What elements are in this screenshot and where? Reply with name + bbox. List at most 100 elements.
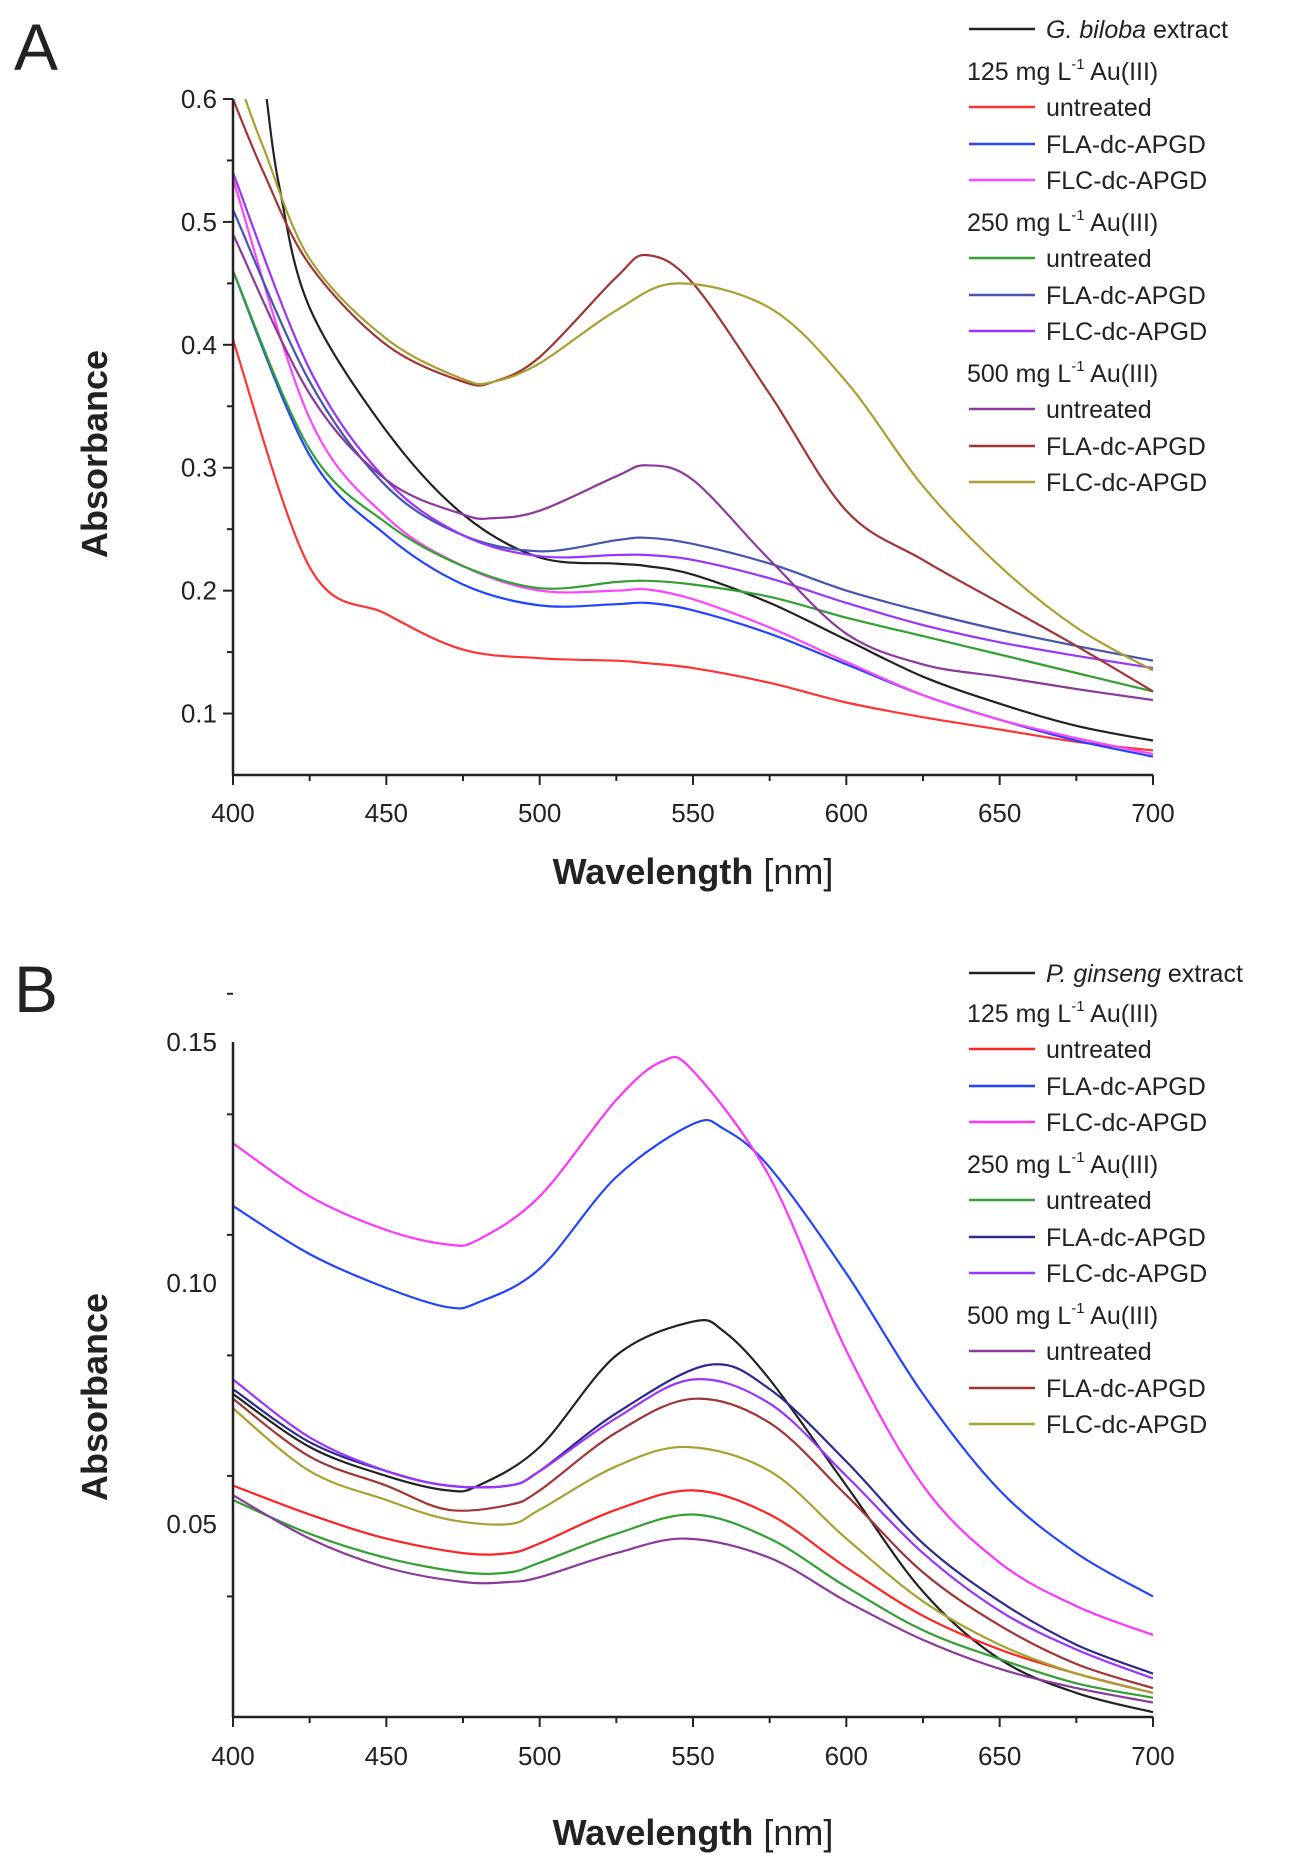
x-tick-label: 500 bbox=[518, 1741, 561, 1771]
legend-label: FLA-dc-APGD bbox=[1046, 282, 1206, 310]
x-tick-label: 450 bbox=[365, 798, 408, 828]
panel-label: B bbox=[14, 952, 58, 1026]
legend-header-text: 250 mg L bbox=[967, 1151, 1071, 1179]
legend-label: FLC-dc-APGD bbox=[1046, 1260, 1207, 1288]
legend-header-suffix: Au(III) bbox=[1085, 58, 1159, 86]
x-tick-label: 650 bbox=[978, 798, 1021, 828]
legend-header-suffix: Au(III) bbox=[1085, 1302, 1159, 1330]
legend-header-sup: -1 bbox=[1071, 56, 1084, 73]
legend-label-italic: P. ginseng bbox=[1046, 960, 1161, 988]
legend-label: FLA-dc-APGD bbox=[1046, 433, 1206, 461]
series-line-6 bbox=[233, 172, 1154, 670]
legend-label-italic: G. biloba bbox=[1046, 16, 1146, 44]
series-line-5 bbox=[233, 1363, 1154, 1675]
legend-header-suffix: Au(III) bbox=[1085, 209, 1159, 237]
legend-label-text: FLA-dc-APGD bbox=[1046, 1224, 1206, 1252]
legend-item: G. biloba extract bbox=[969, 16, 1228, 44]
legend-label-text: untreated bbox=[1046, 1338, 1152, 1366]
x-axis-title: Wavelength [nm] bbox=[553, 1812, 834, 1853]
legend-label-text: FLA-dc-APGD bbox=[1046, 1073, 1206, 1101]
legend-item: FLC-dc-APGD bbox=[969, 318, 1207, 346]
legend-label-text: FLC-dc-APGD bbox=[1046, 1260, 1207, 1288]
x-tick-label: 550 bbox=[671, 1741, 714, 1771]
legend-label: FLC-dc-APGD bbox=[1046, 1109, 1207, 1137]
legend-label-text: FLA-dc-APGD bbox=[1046, 131, 1206, 159]
legend-header-sup: -1 bbox=[1071, 207, 1084, 224]
legend-label: G. biloba extract bbox=[1046, 16, 1228, 44]
x-tick-label: 700 bbox=[1131, 798, 1174, 828]
x-tick-label: 700 bbox=[1131, 1741, 1174, 1771]
series-line-2 bbox=[233, 1118, 1154, 1598]
legend-label: untreated bbox=[1046, 1338, 1152, 1366]
panel-a: A 400 450 500 550 600 650 700 0.1 0.2 0.3 0.4 0.5 0.… bbox=[14, 10, 1228, 892]
series-line-8 bbox=[233, 1397, 1154, 1690]
legend-group-header: 125 mg L-1 Au(III) bbox=[967, 998, 1158, 1028]
x-tick-label: 600 bbox=[825, 798, 868, 828]
legend-label: untreated bbox=[1046, 1187, 1152, 1215]
y-axis-title: Absorbance bbox=[74, 1293, 115, 1501]
panel-label: A bbox=[14, 10, 58, 84]
legend-label: FLA-dc-APGD bbox=[1046, 1224, 1206, 1252]
x-tick-label: 400 bbox=[211, 798, 254, 828]
x-tick-label: 450 bbox=[365, 1741, 408, 1771]
legend-item: untreated bbox=[969, 1338, 1152, 1366]
y-tick-label: 0.1 bbox=[181, 699, 217, 729]
legend-label-text: FLC-dc-APGD bbox=[1046, 167, 1207, 195]
legend-label: FLA-dc-APGD bbox=[1046, 1073, 1206, 1101]
legend-label-text: untreated bbox=[1046, 1036, 1152, 1064]
series-line-8 bbox=[233, 98, 1154, 693]
legend-header-sup: -1 bbox=[1071, 1300, 1084, 1317]
series-line-5 bbox=[233, 209, 1154, 662]
x-tick-label: 600 bbox=[825, 1741, 868, 1771]
y-tick-label: 0.2 bbox=[181, 576, 217, 606]
legend-label-text: untreated bbox=[1046, 94, 1152, 122]
legend-label-text: FLC-dc-APGD bbox=[1046, 1109, 1207, 1137]
legend-label-text: untreated bbox=[1046, 1187, 1152, 1215]
y-axis-title: Absorbance bbox=[74, 350, 115, 558]
legend-item: FLC-dc-APGD bbox=[969, 1260, 1207, 1288]
legend-label: FLC-dc-APGD bbox=[1046, 167, 1207, 195]
legend-label: untreated bbox=[1046, 396, 1152, 424]
series-line-6 bbox=[233, 1378, 1154, 1680]
legend-header-suffix: Au(III) bbox=[1085, 1000, 1159, 1028]
x-tick-label: 400 bbox=[211, 1741, 254, 1771]
legend-group-header: 500 mg L-1 Au(III) bbox=[967, 358, 1158, 388]
legend-header-sup: -1 bbox=[1071, 358, 1084, 375]
legend-label-text: untreated bbox=[1046, 245, 1152, 273]
x-axis-title-name: Wavelength bbox=[553, 851, 754, 892]
legend-label: FLA-dc-APGD bbox=[1046, 131, 1206, 159]
legend-label: untreated bbox=[1046, 94, 1152, 122]
legend-item: FLC-dc-APGD bbox=[969, 1109, 1207, 1137]
series-line-3 bbox=[233, 178, 1154, 756]
legend-item: untreated bbox=[969, 1187, 1152, 1215]
legend-group-header: 250 mg L-1 Au(III) bbox=[967, 207, 1158, 237]
legend-label: FLC-dc-APGD bbox=[1046, 318, 1207, 346]
legend-label-text: FLC-dc-APGD bbox=[1046, 469, 1207, 497]
x-tick-label: 550 bbox=[671, 798, 714, 828]
legend-item: FLA-dc-APGD bbox=[969, 282, 1206, 310]
legend-item: FLA-dc-APGD bbox=[969, 1073, 1206, 1101]
series-line-4 bbox=[233, 1498, 1154, 1699]
series-line-4 bbox=[233, 270, 1154, 693]
legend-label-text: FLA-dc-APGD bbox=[1046, 282, 1206, 310]
series-line-3 bbox=[233, 1055, 1154, 1637]
legend-label: untreated bbox=[1046, 1036, 1152, 1064]
legend-item: FLC-dc-APGD bbox=[969, 167, 1207, 195]
legend-item: FLC-dc-APGD bbox=[969, 469, 1207, 497]
legend-label-text: FLC-dc-APGD bbox=[1046, 1411, 1207, 1439]
legend-header-suffix: Au(III) bbox=[1085, 360, 1159, 388]
legend-label-text: FLA-dc-APGD bbox=[1046, 1375, 1206, 1403]
legend-header-sup: -1 bbox=[1071, 998, 1084, 1015]
legend-item: FLA-dc-APGD bbox=[969, 433, 1206, 461]
legend-label-text: untreated bbox=[1046, 396, 1152, 424]
legend-item: FLA-dc-APGD bbox=[969, 1224, 1206, 1252]
y-tick-label: 0.6 bbox=[181, 84, 217, 114]
series-line-7 bbox=[233, 233, 1154, 702]
x-axis-title-name: Wavelength bbox=[553, 1812, 754, 1853]
legend-label: FLC-dc-APGD bbox=[1046, 469, 1207, 497]
x-tick-label: 650 bbox=[978, 1741, 1021, 1771]
legend-item: untreated bbox=[969, 396, 1152, 424]
